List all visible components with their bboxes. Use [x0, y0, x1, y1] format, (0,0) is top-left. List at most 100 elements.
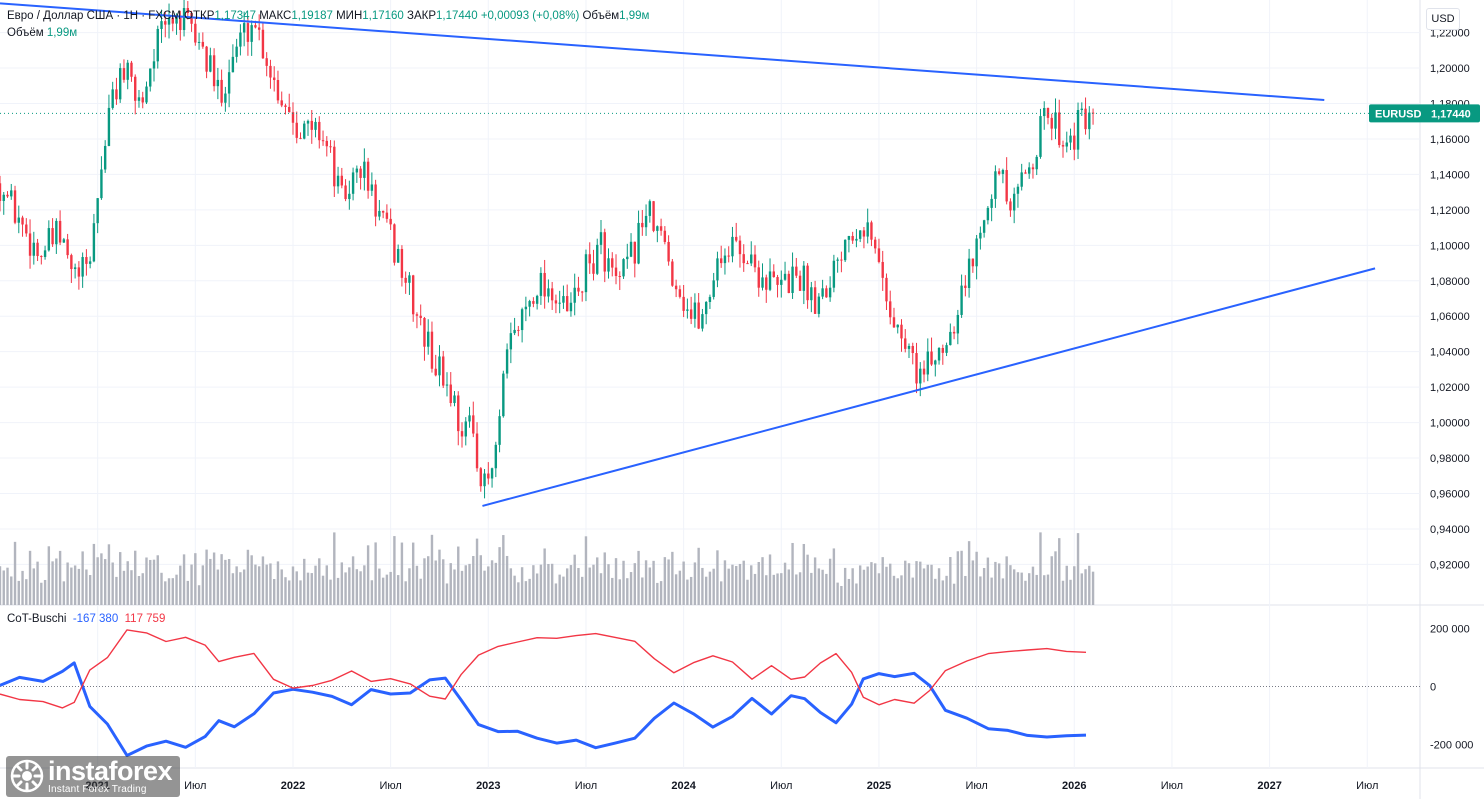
trendline-lower[interactable]: [482, 267, 1376, 507]
candle-body: [115, 89, 118, 100]
candle-body: [370, 184, 374, 191]
volume-bar: [765, 575, 768, 605]
candle-body: [723, 255, 727, 264]
volume-bar: [442, 559, 445, 605]
price-axis[interactable]: 1,220001,200001,180001,160001,140001,120…: [1430, 28, 1473, 752]
volume-bar: [626, 578, 629, 605]
candle-body: [543, 272, 546, 297]
volume-bar: [674, 574, 678, 605]
volume-bar: [956, 551, 960, 605]
candle-body: [321, 140, 325, 142]
volume-bar: [603, 552, 606, 605]
candle-body: [686, 309, 689, 311]
volume-bar: [588, 567, 591, 605]
volume-bar: [408, 568, 411, 605]
candle-body: [265, 58, 268, 66]
candle-body: [693, 302, 697, 319]
candle-body: [825, 288, 828, 298]
candle-body: [366, 161, 370, 191]
volume-bar: [840, 585, 843, 605]
candle-body: [791, 266, 794, 293]
candle-body: [577, 287, 580, 292]
time-axis[interactable]: 2021Июл2022Июл2023Июл2024Июл2025Июл2026И…: [85, 780, 1378, 792]
candle-body: [520, 309, 524, 331]
volume-bar: [1073, 566, 1076, 605]
candle-body: [453, 395, 456, 404]
candle-body: [134, 76, 137, 101]
candle-body: [351, 172, 355, 194]
volume-bar: [393, 536, 396, 605]
candle-body: [445, 384, 449, 386]
trendline-upper[interactable]: [0, 2, 1325, 101]
volume-bar: [419, 578, 422, 605]
candle-body: [438, 356, 441, 376]
candle-body: [648, 201, 652, 216]
volume-legend[interactable]: Объём 1,99м: [7, 27, 77, 39]
volume-bar: [772, 574, 775, 605]
candle-body: [483, 473, 486, 487]
candle-body: [622, 259, 625, 277]
cot-legend[interactable]: CoT-Buschi -167 380 117 759: [7, 613, 165, 625]
candle-body: [750, 254, 753, 264]
candle-body: [423, 317, 426, 347]
volume-bar: [678, 570, 682, 605]
candle-body: [126, 62, 129, 80]
volume-bars: [0, 532, 1095, 605]
volume-bar: [753, 573, 757, 605]
candle-body: [1073, 135, 1076, 150]
volume-bar: [130, 570, 133, 605]
candle-body: [186, 8, 190, 13]
volume-bar: [964, 575, 967, 605]
trendlines[interactable]: [0, 2, 1420, 507]
volume-bar: [453, 569, 456, 605]
volume-bar: [81, 551, 84, 605]
volume-bar: [934, 578, 937, 605]
candle-body: [175, 15, 178, 24]
candle-body: [393, 224, 396, 263]
volume-bar: [911, 577, 914, 605]
volume-bar: [986, 557, 990, 605]
volume-bar: [333, 532, 336, 605]
price-tick-label: 1,02000: [1430, 382, 1470, 394]
currency-button[interactable]: USD: [1426, 8, 1460, 30]
price-tick-label: 0,92000: [1430, 559, 1470, 571]
volume-bar: [889, 563, 892, 605]
candle-body: [979, 232, 982, 239]
volume-bar: [569, 565, 573, 605]
volume-bar: [509, 568, 513, 605]
candle-body: [851, 235, 854, 241]
volume-bar: [103, 559, 107, 605]
candle-body: [949, 331, 952, 346]
volume-bar: [1012, 569, 1016, 605]
volume-bar: [671, 551, 674, 605]
candle-body: [569, 302, 573, 312]
candle-body: [817, 296, 821, 314]
candle-body: [1050, 117, 1053, 129]
candle-body: [40, 256, 43, 258]
candle-body: [212, 55, 216, 87]
volume-bar: [227, 559, 231, 605]
candle-body: [1009, 201, 1012, 211]
volume-bar: [1054, 551, 1057, 605]
candle-body: [930, 351, 933, 365]
candle-body: [772, 271, 775, 278]
volume-bar: [6, 567, 9, 605]
cot-series: [0, 629, 1087, 757]
volume-bar: [370, 580, 374, 605]
volume-bar: [366, 545, 370, 605]
candle-body: [768, 271, 772, 290]
price-tick-label: 1,12000: [1430, 205, 1470, 217]
candle-body: [780, 279, 783, 285]
volume-bar: [787, 569, 791, 605]
candle-body: [325, 140, 328, 147]
candle-body: [381, 210, 385, 213]
candle-body: [565, 296, 569, 312]
symbol-text[interactable]: Евро / Доллар США · 1Н · FXCM: [7, 10, 181, 22]
volume-bar: [378, 568, 381, 605]
volume-bar: [652, 560, 655, 605]
candle-body: [967, 258, 971, 288]
price-tick-label: 1,10000: [1430, 240, 1470, 252]
candle-body: [562, 296, 565, 303]
